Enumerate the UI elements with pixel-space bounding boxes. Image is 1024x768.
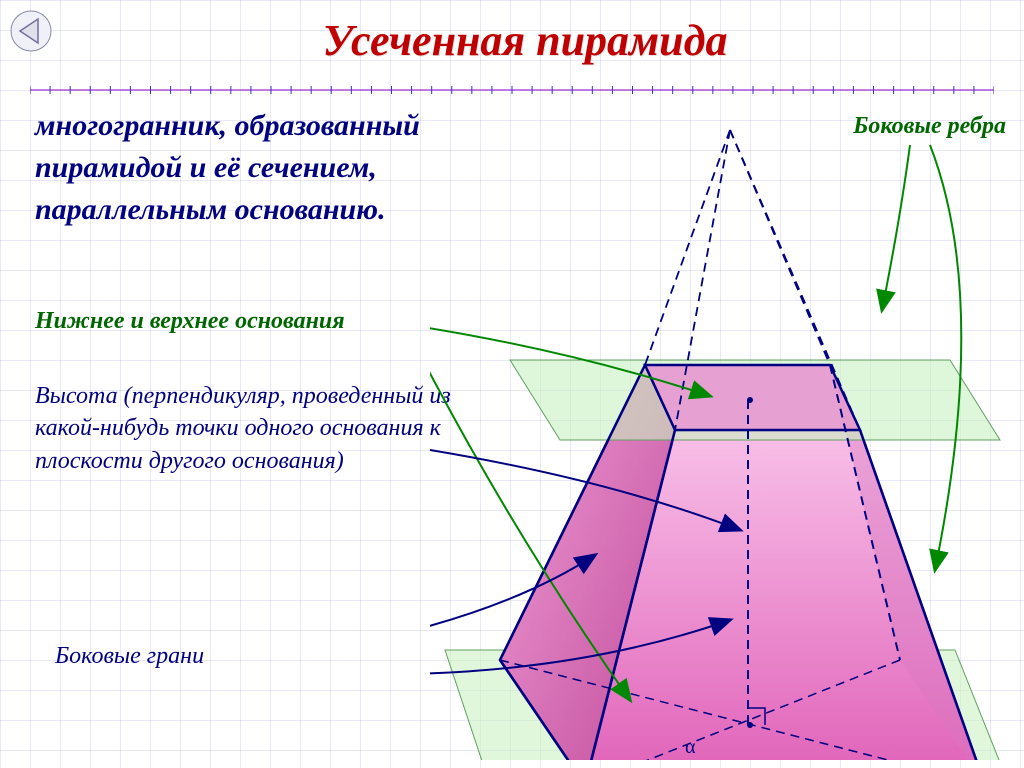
label-bases-text: Нижнее и верхнее основания — [35, 308, 345, 334]
top-base — [645, 365, 860, 430]
definition-content: многогранник, образованный пирамидой и е… — [35, 109, 420, 226]
label-height-text: Высота (перпендикуляр, проведенный из ка… — [35, 383, 451, 474]
back-triangle-icon — [8, 8, 54, 54]
label-bases: Нижнее и верхнее основания — [35, 305, 455, 337]
page-title: Усеченная пирамида — [175, 15, 875, 66]
label-lateral-faces-text: Боковые грани — [55, 643, 204, 669]
apex-edge-1 — [645, 130, 730, 365]
frustum-diagram: α — [430, 100, 1020, 760]
nav-back-button[interactable] — [8, 8, 54, 54]
arrow-lateral-edge-2 — [930, 145, 961, 570]
ruler-divider — [30, 80, 994, 100]
arrow-lateral-edge-1 — [882, 145, 910, 310]
alpha-text: α — [685, 736, 695, 758]
title-text: Усеченная пирамида — [323, 16, 728, 65]
centroid-top — [747, 397, 753, 403]
label-height: Высота (перпендикуляр, проведенный из ка… — [35, 380, 455, 477]
alpha-label: α — [685, 736, 695, 759]
label-lateral-faces: Боковые грани — [55, 640, 204, 672]
